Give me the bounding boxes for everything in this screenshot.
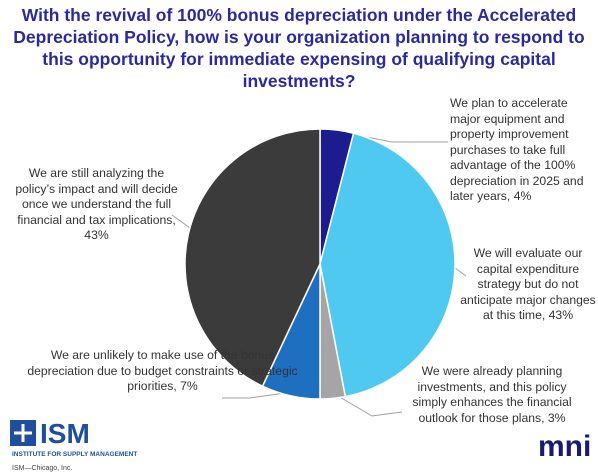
label-text: We will evaluate our capital expenditure… [460, 246, 596, 322]
slice-label: We will evaluate our capital expenditure… [458, 246, 598, 324]
leader-line [337, 395, 403, 417]
label-text: We are unlikely to make use of the bonus… [27, 348, 298, 393]
mni-logo: mni [538, 430, 591, 463]
slice-label: We were already planning investments, an… [402, 364, 582, 426]
chart-title: With the revival of 100% bonus depreciat… [13, 5, 585, 91]
value-label: 3% [547, 410, 566, 425]
ism-sub: INSTITUTE FOR SUPPLY MANAGEMENT [12, 451, 137, 458]
label-text: We plan to accelerate major equipment an… [450, 96, 584, 203]
leader-line [171, 214, 191, 229]
pie-slice [319, 132, 456, 398]
value-label: 7% [180, 379, 198, 393]
label-text: We were already planning investments, an… [412, 364, 572, 425]
value-label: 43% [84, 228, 109, 242]
ism-credit: ISM—Chicago, Inc. [12, 465, 72, 472]
ism-text: ISM [40, 418, 90, 449]
value-label: 4% [513, 189, 532, 203]
ism-logo: ISM INSTITUTE FOR SUPPLY MANAGEMENT ISM—… [10, 418, 137, 472]
value-label: 43% [548, 308, 574, 322]
slice-label: We are still analyzing the policy’s impa… [14, 166, 179, 244]
leader-line [222, 392, 286, 399]
slice-label: We are unlikely to make use of the bonus… [20, 348, 305, 395]
leader-line [454, 267, 467, 277]
label-text: We are still analyzing the policy’s impa… [15, 166, 178, 227]
slice-label: We plan to accelerate major equipment an… [450, 96, 592, 205]
pie-slice [184, 128, 321, 388]
